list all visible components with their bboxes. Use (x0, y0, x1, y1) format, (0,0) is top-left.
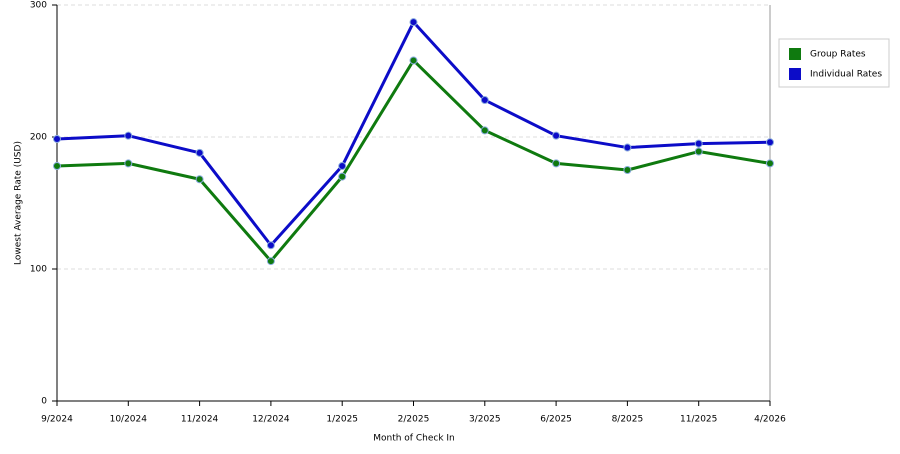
y-tick-label: 100 (30, 265, 47, 275)
x-tick-label: 6/2025 (540, 415, 572, 425)
data-point (552, 159, 561, 168)
x-tick-label: 4/2026 (754, 415, 786, 425)
data-point (694, 139, 703, 148)
x-tick-label: 9/2024 (41, 415, 73, 425)
y-axis-label: Lowest Average Rate (USD) (14, 141, 24, 265)
data-point (124, 159, 133, 168)
x-axis-label: Month of Check In (373, 434, 455, 444)
data-point (338, 172, 347, 181)
legend-swatch (789, 68, 801, 80)
x-tick-label: 10/2024 (110, 415, 148, 425)
data-point (766, 159, 774, 168)
x-tick-label: 11/2025 (680, 415, 717, 425)
y-tick-label: 200 (30, 133, 47, 143)
data-point (409, 56, 418, 65)
data-point (623, 166, 632, 174)
data-point (623, 143, 632, 152)
data-point (266, 241, 275, 250)
data-point (124, 131, 133, 140)
legend-label: Individual Rates (810, 70, 882, 80)
data-point (195, 175, 204, 184)
x-tick-label: 11/2024 (181, 415, 219, 425)
series-line (56, 20, 771, 247)
data-point (53, 134, 61, 143)
x-tick-label: 12/2024 (252, 415, 290, 425)
x-tick-label: 3/2025 (469, 415, 501, 425)
legend-swatch (789, 48, 801, 60)
x-tick-label: 2/2025 (398, 415, 430, 425)
data-point (338, 162, 347, 171)
data-point (694, 147, 703, 156)
series-line (56, 58, 771, 263)
x-tick-label: 8/2025 (612, 415, 644, 425)
data-point (195, 148, 204, 157)
data-point (480, 96, 489, 105)
data-point (480, 126, 489, 135)
data-point (266, 257, 275, 266)
y-tick-label: 0 (41, 397, 47, 407)
x-tick-label: 1/2025 (326, 415, 358, 425)
data-point (766, 138, 774, 147)
data-point (552, 131, 561, 140)
y-tick-label: 300 (30, 1, 47, 11)
data-point (53, 162, 61, 171)
data-point (409, 18, 418, 27)
legend-label: Group Rates (810, 50, 866, 60)
